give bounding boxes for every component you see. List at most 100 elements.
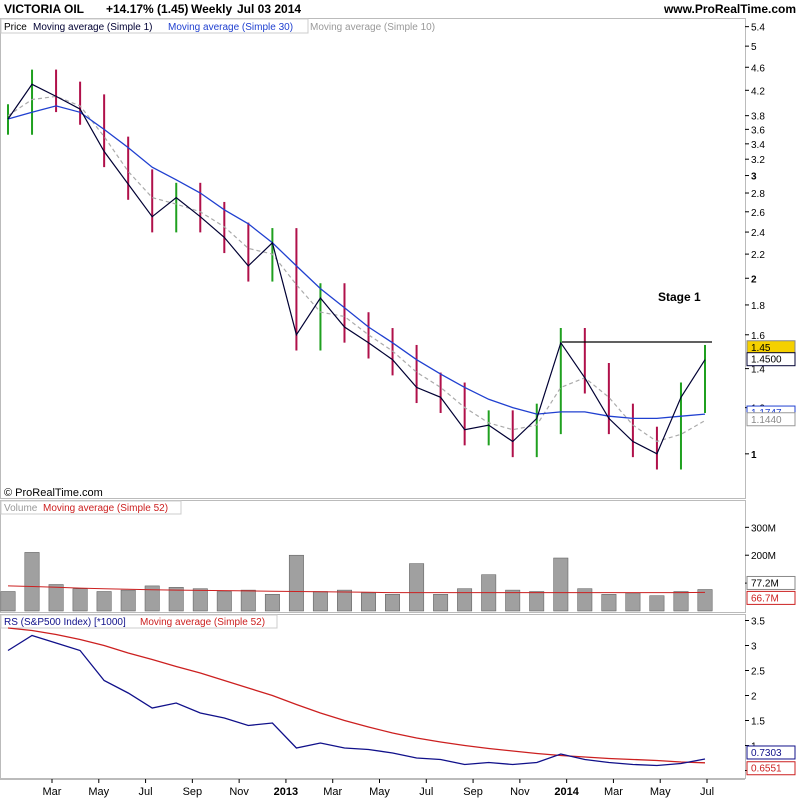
- volume-bar: [337, 589, 352, 612]
- ma30-line: [7, 105, 706, 420]
- price-y-tick-label: 3: [751, 172, 757, 183]
- badge-rs: 0.7303: [751, 748, 782, 759]
- rs-y-tick-label: 2: [751, 692, 757, 703]
- x-tick-label: Jul: [700, 786, 714, 798]
- price-y-tick-label: 2.6: [751, 208, 765, 219]
- badge-ma1-box: [746, 352, 796, 367]
- legend-volume: Volume: [4, 503, 38, 514]
- badge-rs-ma52: 0.6551: [751, 764, 782, 775]
- badge-ma10-box: [746, 412, 796, 427]
- x-tick-label: Mar: [323, 786, 342, 798]
- x-tick-label: Mar: [604, 786, 623, 798]
- volume-bar: [192, 588, 208, 612]
- volume-bar: [48, 584, 64, 612]
- x-tick-label: May: [88, 786, 109, 798]
- volume-bar: [168, 587, 184, 612]
- volume-bar: [24, 552, 40, 612]
- volume-bar: [601, 594, 617, 612]
- volume-bar: [216, 591, 232, 612]
- price-y-tick-label: 2.2: [751, 250, 765, 261]
- volume-bar: [240, 589, 256, 612]
- x-tick-label: Sep: [183, 786, 203, 798]
- price-y-tick-label: 5.4: [751, 23, 765, 34]
- badge-volume-ma52: 66.7M: [751, 593, 779, 604]
- volume-bar: [625, 592, 641, 612]
- price-y-tick-label: 1: [751, 450, 757, 461]
- badge-volume-box: [746, 575, 796, 590]
- volume-bar: [649, 595, 665, 612]
- chart-header: VICTORIA OIL +14.17% (1.45) Weekly Jul 0…: [4, 2, 796, 16]
- volume-legend: Volume Moving average (Simple 52): [0, 500, 182, 515]
- price-legend: Price Moving average (Simple 1) Moving a…: [0, 18, 435, 34]
- volume-bar: [553, 557, 569, 612]
- price-y-tick-label: 2.4: [751, 228, 765, 239]
- legend-rs: RS (S&P500 Index) [*1000]: [4, 617, 126, 628]
- volume-bar: [120, 589, 136, 612]
- legend-ma1: Moving average (Simple 1): [33, 22, 153, 33]
- price-change: +14.17% (1.45): [106, 2, 188, 16]
- rs-y-tick-label: 2.5: [751, 667, 765, 678]
- legend-volume-ma52: Moving average (Simple 52): [43, 503, 168, 514]
- rs-y-tick-label: 3.5: [751, 617, 765, 628]
- volume-y-tick-label: 300M: [751, 523, 776, 534]
- volume-bar: [457, 588, 473, 612]
- volume-plot: [0, 552, 713, 612]
- price-y-tick-label: 1.6: [751, 331, 765, 342]
- price-y-tick-label: 2.8: [751, 189, 765, 200]
- legend-ma30: Moving average (Simple 30): [168, 22, 293, 33]
- x-tick-label: Nov: [510, 786, 530, 798]
- volume-bar: [288, 554, 304, 612]
- x-tick-label: 2013: [274, 786, 298, 798]
- chart-date: Jul 03 2014: [237, 2, 301, 16]
- x-tick-label: Jul: [419, 786, 433, 798]
- legend-ma10: Moving average (Simple 10): [310, 22, 435, 33]
- volume-bar: [96, 591, 112, 612]
- volume-bar: [577, 588, 593, 612]
- volume-bar: [312, 591, 328, 612]
- legend-rs-ma52: Moving average (Simple 52): [140, 617, 265, 628]
- volume-bar: [433, 594, 449, 612]
- volume-bar: [0, 591, 16, 612]
- rs-panel: [0, 614, 746, 779]
- watermark: © ProRealTime.com: [4, 487, 103, 499]
- volume-bar: [529, 591, 545, 612]
- badge-volume-ma52-box: [746, 590, 796, 605]
- ma10-line: [7, 95, 706, 443]
- volume-bar: [361, 592, 376, 612]
- x-tick-label: May: [650, 786, 671, 798]
- volume-bar: [385, 594, 400, 612]
- price-y-tick-label: 3.8: [751, 112, 765, 123]
- volume-ma52-line: [7, 585, 706, 594]
- x-tick-label: 2014: [554, 786, 579, 798]
- rs-legend: RS (S&P500 Index) [*1000] Moving average…: [0, 614, 278, 629]
- volume-bar: [673, 591, 689, 612]
- stage-annotation: Stage 1: [658, 290, 701, 304]
- ma1-line: [7, 83, 706, 455]
- x-tick-label: Nov: [229, 786, 249, 798]
- badge-ma1: 1.4500: [751, 355, 782, 366]
- rs-plot: [7, 627, 706, 767]
- price-y-tick-label: 3.4: [751, 140, 765, 151]
- x-tick-label: May: [369, 786, 390, 798]
- chart-title: VICTORIA OIL: [4, 2, 84, 16]
- price-y-tick-label: 1.4: [751, 365, 765, 376]
- rs-y-tick-label: 1.5: [751, 717, 765, 728]
- price-y-tick-label: 4.6: [751, 63, 765, 74]
- x-tick-label: Mar: [43, 786, 62, 798]
- x-tick-label: Sep: [463, 786, 483, 798]
- badge-ma10: 1.1440: [751, 415, 782, 426]
- price-plot: [7, 69, 706, 470]
- price-y-tick-label: 4.2: [751, 86, 765, 97]
- volume-bar: [505, 589, 521, 612]
- chart-period: Weekly: [191, 2, 232, 16]
- badge-last-price: 1.45: [751, 343, 771, 354]
- x-tick-label: Jul: [139, 786, 153, 798]
- price-y-tick-label: 5: [751, 42, 757, 53]
- volume-bar: [697, 589, 713, 612]
- volume-bar: [144, 585, 160, 612]
- volume-bar: [264, 594, 280, 612]
- axes: 5.4 5 4.6 4.2 3.8 3.6 3.4 3.2 3 2.8 2.6 2.4 2.2 2 1.8 1…: [43, 23, 796, 798]
- volume-bar: [409, 563, 425, 612]
- site-link[interactable]: www.ProRealTime.com: [663, 2, 796, 16]
